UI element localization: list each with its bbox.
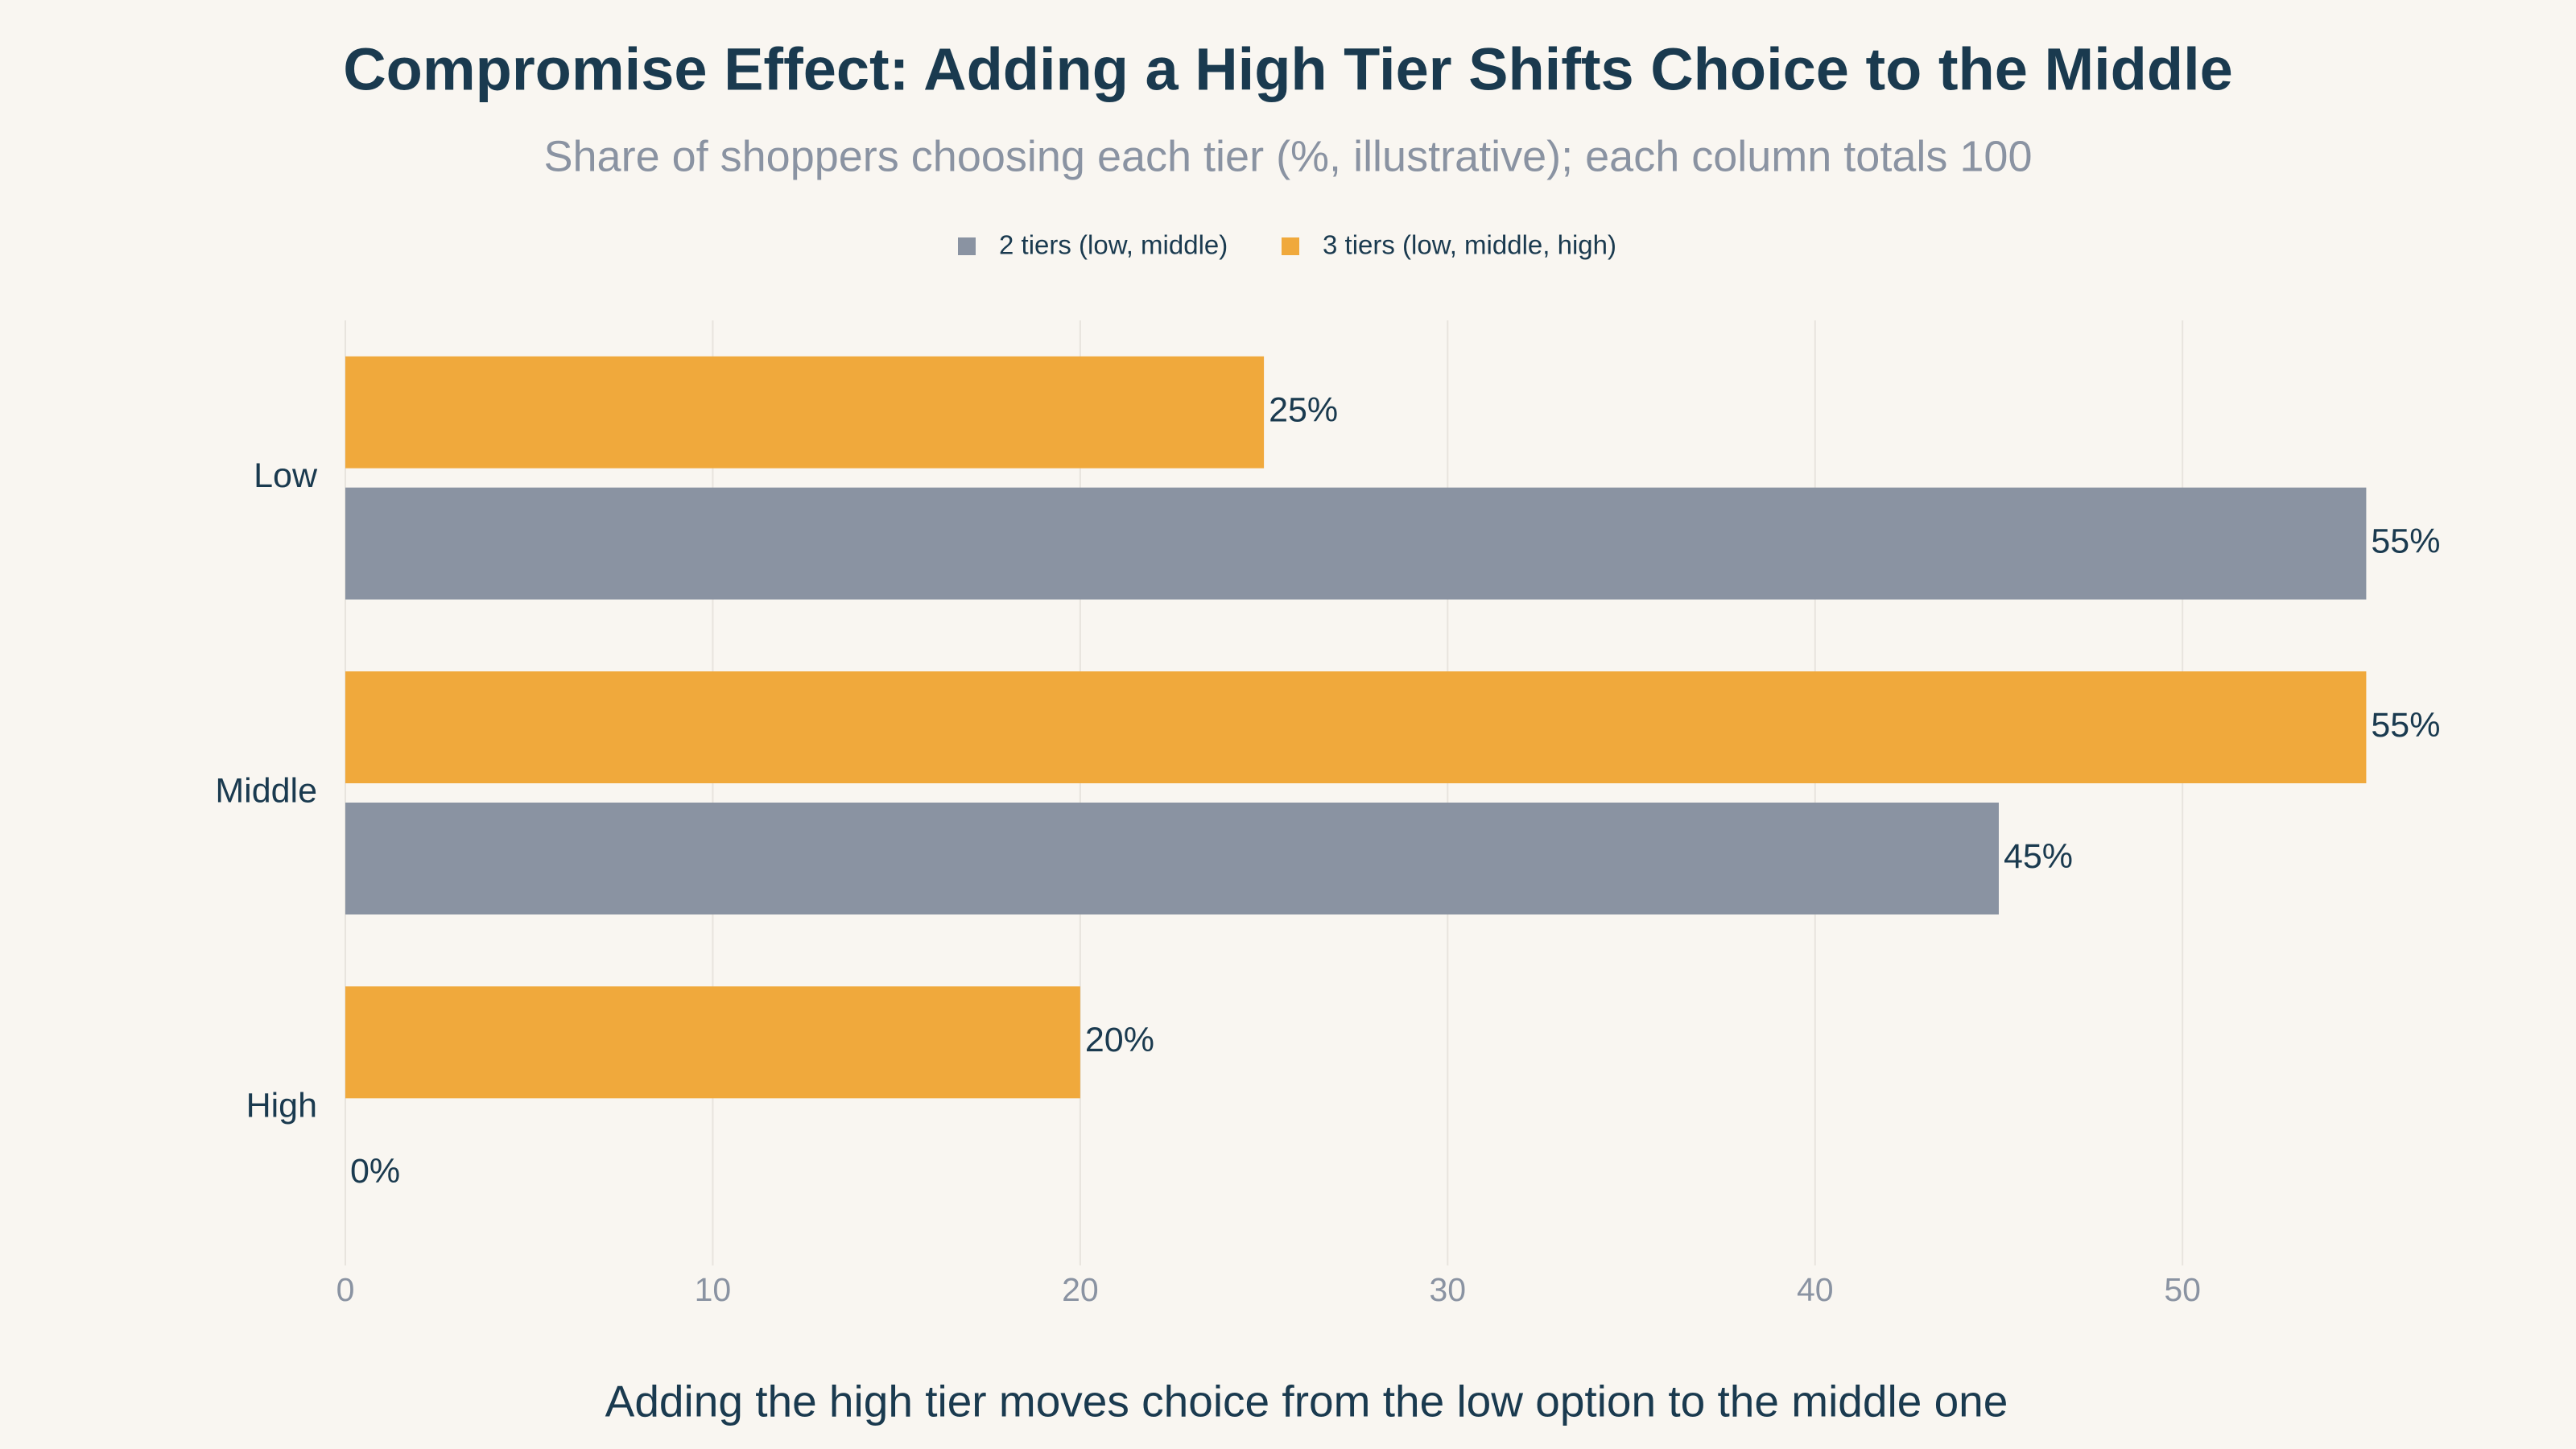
chart-title: Compromise Effect: Adding a High Tier Sh… — [343, 36, 2233, 103]
y-tick-label: Middle — [215, 771, 317, 810]
value-label: 25% — [1269, 391, 1338, 430]
x-tick-label: 40 — [1797, 1271, 1834, 1308]
value-label: 0% — [350, 1152, 400, 1191]
value-label: 45% — [2004, 837, 2073, 876]
y-tick-label: High — [246, 1087, 317, 1125]
bar — [345, 803, 1999, 914]
legend-label: 2 tiers (low, middle) — [999, 230, 1228, 260]
bar — [345, 487, 2367, 600]
x-tick-label: 20 — [1062, 1271, 1099, 1308]
legend-swatch — [958, 237, 976, 255]
chart-subtitle: Share of shoppers choosing each tier (%,… — [544, 132, 2033, 180]
x-axis-title: Adding the high tier moves choice from t… — [605, 1377, 2008, 1426]
value-label: 55% — [2371, 522, 2440, 561]
bar — [345, 356, 1265, 469]
x-tick-label: 0 — [336, 1271, 355, 1308]
x-tick-label: 30 — [1430, 1271, 1467, 1308]
bar — [345, 671, 2367, 783]
x-tick-label: 50 — [2164, 1271, 2201, 1308]
legend-swatch — [1282, 237, 1299, 255]
value-label: 55% — [2371, 706, 2440, 745]
value-label: 20% — [1085, 1021, 1154, 1059]
bar — [345, 986, 1080, 1099]
x-tick-label: 10 — [695, 1271, 732, 1308]
y-tick-label: Low — [254, 456, 318, 495]
legend-label: 3 tiers (low, middle, high) — [1323, 230, 1616, 260]
